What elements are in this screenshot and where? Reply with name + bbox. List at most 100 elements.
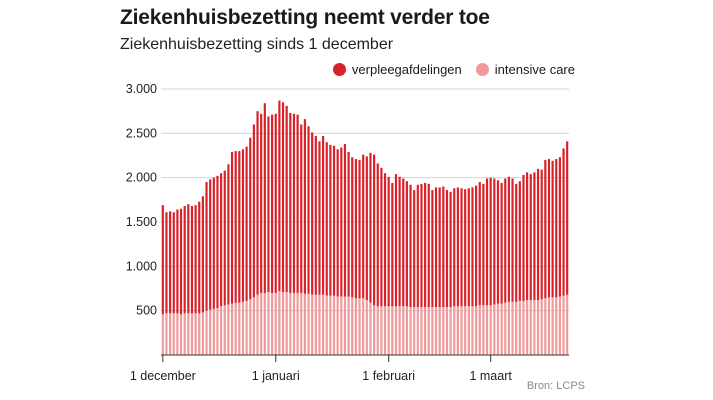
legend-item-intensive-care: intensive care xyxy=(475,62,575,77)
bar-intensive-care xyxy=(267,292,270,355)
bar-verpleegafdelingen xyxy=(409,184,412,308)
bar-verpleegafdelingen xyxy=(354,159,357,299)
bar-verpleegafdelingen xyxy=(511,178,514,302)
bar-intensive-care xyxy=(274,292,277,355)
bar-intensive-care xyxy=(416,307,419,355)
bar-intensive-care xyxy=(271,292,274,355)
bar-verpleegafdelingen xyxy=(460,188,463,307)
bar-verpleegafdelingen xyxy=(318,141,321,295)
bar-intensive-care xyxy=(336,296,339,355)
bar-intensive-care xyxy=(365,300,368,355)
bar-intensive-care xyxy=(511,301,514,355)
bar-verpleegafdelingen xyxy=(544,159,547,299)
bar-verpleegafdelingen xyxy=(260,113,263,293)
bar-intensive-care xyxy=(562,295,565,355)
bar-intensive-care xyxy=(442,307,445,355)
bar-verpleegafdelingen xyxy=(307,126,310,294)
bar-verpleegafdelingen xyxy=(387,176,390,307)
bar-verpleegafdelingen xyxy=(198,201,201,314)
bar-verpleegafdelingen xyxy=(420,183,423,308)
bar-verpleegafdelingen xyxy=(183,206,186,314)
bar-verpleegafdelingen xyxy=(223,170,226,306)
bar-intensive-care xyxy=(263,292,266,355)
bar-verpleegafdelingen xyxy=(478,182,481,306)
bar-verpleegafdelingen xyxy=(362,154,365,299)
bar-verpleegafdelingen xyxy=(445,190,449,308)
bar-intensive-care xyxy=(205,310,208,355)
bar-intensive-care xyxy=(176,313,179,355)
bar-verpleegafdelingen xyxy=(311,132,314,295)
bar-verpleegafdelingen xyxy=(190,206,194,314)
bar-verpleegafdelingen xyxy=(336,149,339,297)
bar-intensive-care xyxy=(209,309,212,355)
bar-intensive-care xyxy=(194,313,197,355)
bar-verpleegafdelingen xyxy=(281,102,285,293)
bar-intensive-care xyxy=(478,305,481,355)
bar-intensive-care xyxy=(245,300,248,355)
bar-verpleegafdelingen xyxy=(526,172,529,301)
bar-verpleegafdelingen xyxy=(161,205,164,315)
bar-intensive-care xyxy=(198,313,201,355)
bar-verpleegafdelingen xyxy=(340,147,343,297)
bar-intensive-care xyxy=(496,303,500,355)
bar-verpleegafdelingen xyxy=(456,187,459,307)
bar-verpleegafdelingen xyxy=(300,124,303,293)
bar-verpleegafdelingen xyxy=(515,183,518,302)
bar-verpleegafdelingen xyxy=(201,196,204,313)
bar-intensive-care xyxy=(281,292,285,355)
bar-intensive-care xyxy=(547,297,551,355)
bar-verpleegafdelingen xyxy=(249,137,252,300)
bar-intensive-care xyxy=(307,293,310,355)
bar-intensive-care xyxy=(322,294,325,355)
bar-intensive-care xyxy=(343,296,347,355)
bar-intensive-care xyxy=(402,306,405,355)
bar-verpleegafdelingen xyxy=(453,188,456,307)
bar-intensive-care xyxy=(161,314,164,355)
bar-intensive-care xyxy=(518,300,521,355)
bar-verpleegafdelingen xyxy=(329,144,332,296)
bar-verpleegafdelingen xyxy=(500,182,503,304)
bar-verpleegafdelingen xyxy=(438,187,441,308)
bar-intensive-care xyxy=(536,300,540,355)
bar-verpleegafdelingen xyxy=(234,151,237,303)
bar-intensive-care xyxy=(445,307,449,355)
bar-intensive-care xyxy=(252,297,255,355)
bar-verpleegafdelingen xyxy=(325,142,328,296)
bar-intensive-care xyxy=(187,313,190,355)
bar-verpleegafdelingen xyxy=(369,152,372,303)
bar-verpleegafdelingen xyxy=(267,116,270,293)
bar-intensive-care xyxy=(347,296,350,355)
legend: verpleegafdelingen intensive care xyxy=(319,62,575,77)
bar-verpleegafdelingen xyxy=(529,174,532,301)
chart-subtitle: Ziekenhuisbezetting sinds 1 december xyxy=(120,36,394,53)
bar-verpleegafdelingen xyxy=(442,186,445,308)
bar-verpleegafdelingen xyxy=(562,148,565,296)
bar-intensive-care xyxy=(383,306,387,355)
bar-intensive-care xyxy=(460,306,463,355)
bar-verpleegafdelingen xyxy=(464,189,467,307)
bar-intensive-care xyxy=(332,295,336,355)
bar-intensive-care xyxy=(358,298,361,355)
bar-verpleegafdelingen xyxy=(314,135,317,295)
bar-intensive-care xyxy=(278,291,281,355)
bar-intensive-care xyxy=(260,292,263,355)
bar-verpleegafdelingen xyxy=(431,190,434,308)
bar-intensive-care xyxy=(475,306,478,355)
bar-intensive-care xyxy=(489,305,492,355)
bar-verpleegafdelingen xyxy=(278,100,281,292)
bar-intensive-care xyxy=(296,292,299,355)
bar-verpleegafdelingen xyxy=(216,175,219,309)
bar-intensive-care xyxy=(427,307,430,355)
bar-verpleegafdelingen xyxy=(165,212,168,314)
legend-label-intensive-care: intensive care xyxy=(494,62,575,77)
bar-verpleegafdelingen xyxy=(504,178,507,303)
bar-verpleegafdelingen xyxy=(405,181,408,307)
bar-verpleegafdelingen xyxy=(209,179,212,310)
bar-intensive-care xyxy=(220,306,223,355)
bar-intensive-care xyxy=(289,292,292,355)
bar-intensive-care xyxy=(467,306,470,355)
bar-verpleegafdelingen xyxy=(322,135,325,295)
bar-intensive-care xyxy=(438,307,441,355)
bar-verpleegafdelingen xyxy=(496,180,500,304)
bar-intensive-care xyxy=(362,298,365,355)
